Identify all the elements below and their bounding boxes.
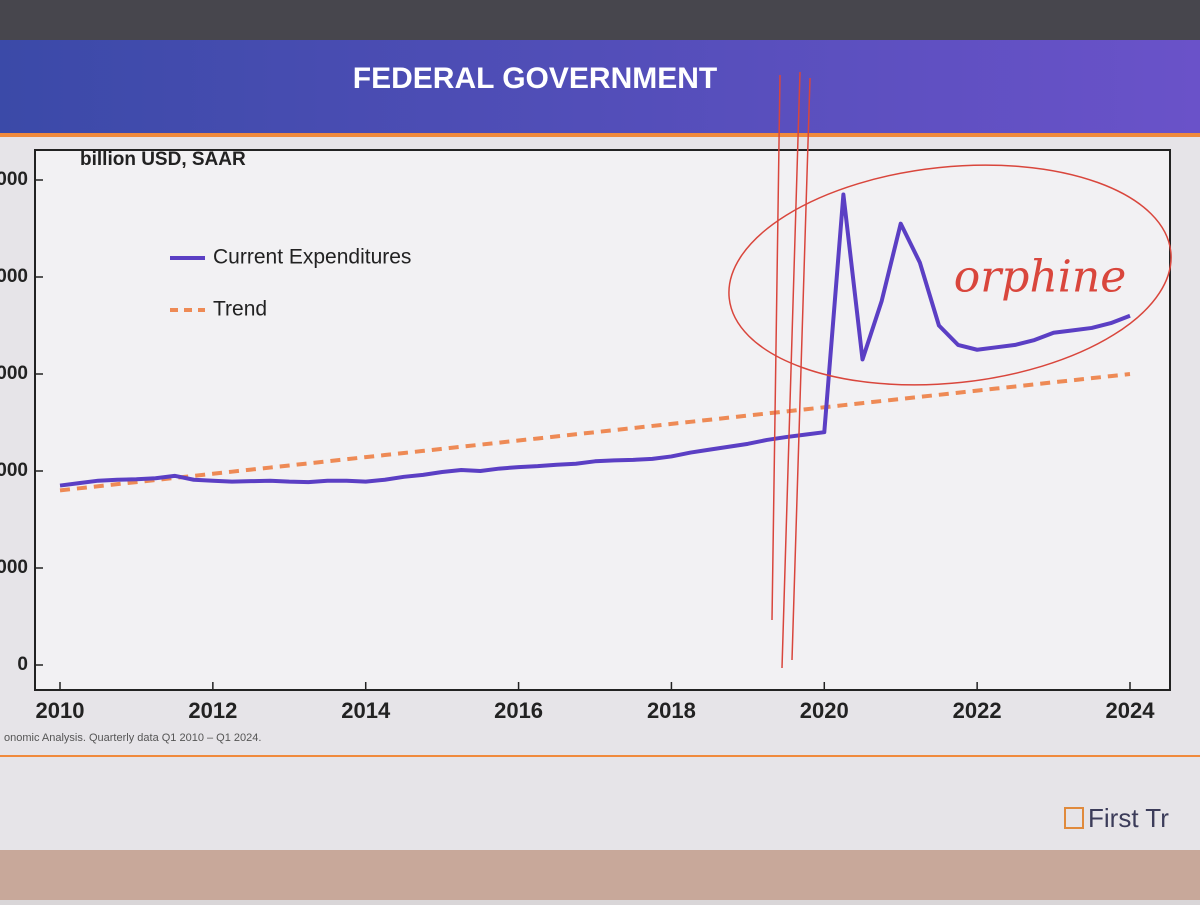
- source-note: onomic Analysis. Quarterly data Q1 2010 …: [4, 732, 261, 744]
- y-axis-label: billion USD, SAAR: [80, 149, 246, 170]
- title-rule: [0, 133, 1200, 137]
- footer-logo: First Tr: [1088, 803, 1169, 833]
- footer-rule: [0, 755, 1200, 757]
- legend: Current Expenditures Trend: [170, 246, 411, 321]
- logo-mark: [1064, 807, 1084, 829]
- x-tick-label: 2024: [1106, 698, 1156, 723]
- x-tick-label: 2016: [494, 698, 543, 723]
- x-tick-label: 2020: [800, 698, 849, 723]
- y-tick-label: 2,000: [0, 557, 28, 578]
- handwritten-annotation: orphine: [954, 252, 1126, 303]
- y-tick-label: 6,000: [0, 363, 28, 384]
- series-line: [59, 372, 1131, 493]
- handwritten-strokes: [771, 71, 811, 669]
- stage-floor: [0, 850, 1200, 900]
- legend-label: Trend: [213, 298, 267, 321]
- handwritten-circle: [728, 164, 1172, 386]
- chart-title: FEDERAL GOVERNMENT: [353, 62, 717, 95]
- y-tick-label: 10,000: [0, 169, 28, 190]
- plot-area: 0 2,000 4,000 6,000 8,000 10,000 2010 2012 2014 2…: [0, 169, 1155, 723]
- y-tick-label: 8,000: [0, 266, 28, 287]
- x-tick-label: 2012: [188, 698, 237, 723]
- x-tick-label: 2010: [36, 698, 85, 723]
- x-tick-label: 2014: [341, 698, 391, 723]
- title-band: [0, 40, 1200, 135]
- x-tick-label: 2018: [647, 698, 696, 723]
- legend-label: Current Expenditures: [213, 246, 411, 269]
- y-tick-label: 4,000: [0, 460, 28, 481]
- y-tick-label: 0: [17, 654, 28, 675]
- x-tick-label: 2022: [953, 698, 1002, 723]
- plot-frame: [34, 149, 1171, 691]
- series-line: [59, 192, 1131, 488]
